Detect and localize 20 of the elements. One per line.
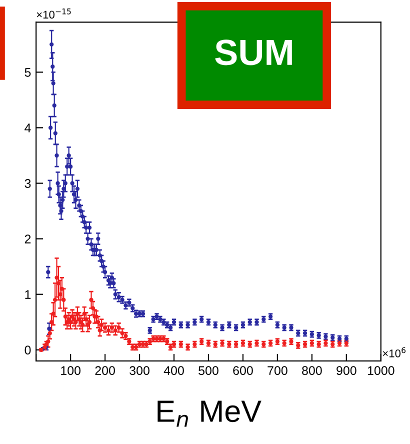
- text: ×10$^{6}$: [382, 347, 406, 358]
- x-tick-label: 600: [233, 366, 253, 376]
- x-tick-label: 700: [268, 366, 288, 376]
- x-tick-label: 800: [302, 366, 322, 376]
- x-tick-label: 400: [164, 366, 184, 376]
- x-tick-label: 200: [95, 366, 115, 376]
- y-tick-label: 2: [24, 234, 31, 244]
- y-tick-label: 0: [24, 346, 31, 355]
- y-tick-label: 5: [24, 68, 31, 77]
- x-tick-label: 300: [130, 366, 150, 376]
- x-axis-title: E$_{n}$ MeV: [158, 400, 262, 427]
- x-tick-label: 1000: [368, 366, 394, 376]
- x-tick-label: 900: [336, 366, 356, 376]
- y-tick-label: 3: [24, 179, 31, 188]
- annotation: SUM: [215, 40, 292, 66]
- y-tick-label: 4: [24, 124, 31, 132]
- x-tick-label: 500: [198, 366, 218, 376]
- y-tick-label: 1: [25, 290, 31, 299]
- x-tick-label: 100: [61, 366, 80, 376]
- text: ×10$^{−15}$: [36, 8, 71, 19]
